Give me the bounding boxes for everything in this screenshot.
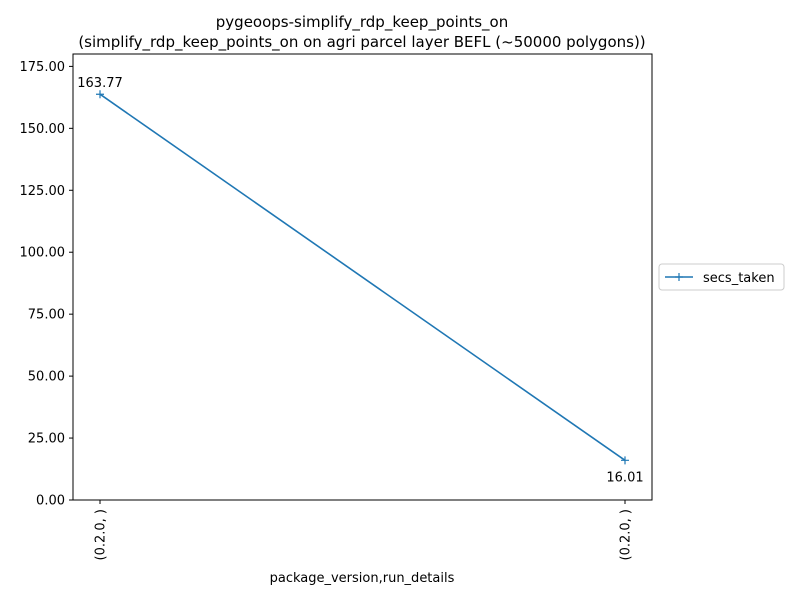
series-line-secs_taken <box>99 93 626 461</box>
chart-title: pygeoops-simplify_rdp_keep_points_on <box>216 13 508 32</box>
y-tick-label: 75.00 <box>28 308 65 323</box>
y-tick-label: 125.00 <box>20 184 66 199</box>
data-point-marker <box>96 90 104 99</box>
legend-label-secs-taken: secs_taken <box>703 271 775 286</box>
chart-subtitle: (simplify_rdp_keep_points_on on agri par… <box>78 33 645 52</box>
x-axis: (0.2.0, ) (0.2.0, ) <box>94 500 634 561</box>
legend: secs_taken <box>658 263 785 291</box>
series-layer: 163.77 16.01 <box>77 76 643 485</box>
y-tick-label: 0.00 <box>36 494 65 509</box>
data-label: 163.77 <box>77 76 123 91</box>
legend-plus-marker <box>675 273 683 281</box>
plot-area-frame <box>72 53 653 501</box>
y-tick-label: 100.00 <box>20 246 66 261</box>
y-axis: 0.00 25.00 50.00 75.00 100.00 125.00 150.00 175… <box>20 60 73 509</box>
data-label: 16.01 <box>606 470 643 485</box>
y-tick-label: 50.00 <box>28 370 65 385</box>
x-tick-label: (0.2.0, ) <box>94 509 109 561</box>
y-tick-label: 175.00 <box>20 60 66 75</box>
y-tick-label: 150.00 <box>20 122 66 137</box>
legend-box <box>658 263 785 291</box>
x-axis-label: package_version,run_details <box>270 571 455 586</box>
data-point-marker <box>621 456 629 465</box>
x-tick-label: (0.2.0, ) <box>619 509 634 561</box>
y-tick-label: 25.00 <box>28 432 65 447</box>
